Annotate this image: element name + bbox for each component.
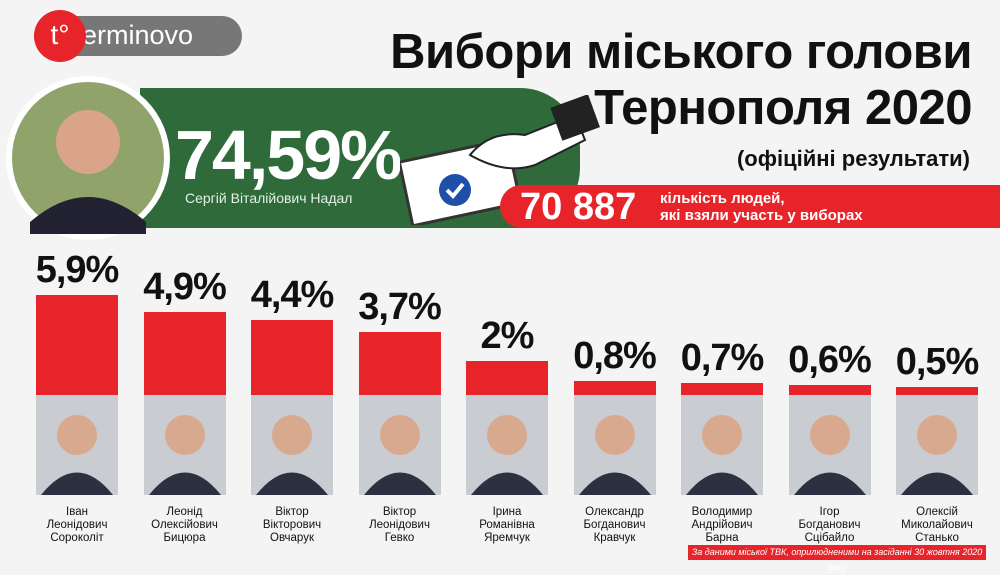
value-label: 0,6%: [788, 338, 872, 381]
ballot-icon: [400, 95, 600, 225]
bar: [36, 294, 118, 395]
bar: [681, 383, 763, 395]
silhouette: [363, 415, 436, 495]
candidate-photo: [143, 395, 226, 495]
candidate-name: Ірина Романівна Яремчук: [479, 506, 535, 544]
turnout-band: [500, 185, 1000, 228]
silhouette: [256, 415, 328, 495]
title: Вибори міського голови Тернополя 2020: [390, 25, 972, 135]
candidate-name: Ігор Богданович Сцібайло: [798, 506, 861, 544]
winner-photo: [6, 76, 170, 240]
winner-name: Сергій Віталійович Надал: [185, 190, 353, 206]
candidate-photo: [466, 395, 548, 495]
candidate-photo: [36, 395, 118, 495]
value-label: 3,7%: [358, 286, 442, 329]
source: За даними міської ТВК, оприлюдненими на …: [688, 545, 986, 572]
subtitle: (офіційні результати): [736, 146, 970, 171]
candidate-photo: [251, 395, 333, 495]
candidate-photo: [896, 395, 978, 495]
turnout-text: кількість людей, які взяли участь у вибо…: [660, 190, 863, 224]
logo-text: erminovo: [82, 20, 194, 50]
silhouette: [793, 415, 866, 495]
candidate-name: Віктор Леонідович Гевко: [369, 506, 430, 544]
bar: [251, 320, 333, 395]
silhouette: [148, 415, 221, 495]
candidate-name: Іван Леонідович Сороколіт: [46, 506, 108, 544]
value-label: 0,5%: [895, 340, 980, 383]
value-label: 0,7%: [680, 337, 765, 380]
page: {"logo":{"mark":"t°","text":"erminovo"},…: [6, 10, 1000, 572]
bar: [358, 332, 441, 395]
candidate-name: Олексій Миколайович Станько: [901, 506, 973, 544]
logo-mark: t°: [34, 10, 86, 62]
bar: [466, 361, 548, 395]
candidate-photo: [358, 395, 441, 495]
bar: [788, 384, 871, 395]
bar: [143, 311, 226, 395]
value-label: 0,8%: [573, 335, 657, 378]
candidate-name: Володимир Андрійович Барна: [691, 506, 753, 544]
silhouette: [578, 415, 651, 495]
silhouette: [686, 415, 758, 495]
value-label: 2%: [480, 315, 535, 357]
value-label: 5,9%: [35, 248, 120, 291]
candidate-name: Леонід Олексійович Бицюра: [151, 506, 218, 544]
candidate-name: Олександр Богданович Кравчук: [583, 506, 646, 544]
winner-percent: 74,59%: [175, 116, 402, 194]
candidate-photo: [573, 395, 656, 495]
silhouette: [901, 415, 973, 495]
candidate-photo: [788, 395, 871, 495]
value-label: 4,9%: [143, 265, 227, 308]
bar: [573, 381, 656, 395]
silhouette: [471, 415, 543, 495]
candidate-photo: [681, 395, 763, 495]
bar: [896, 386, 978, 395]
turnout-count: 70 887: [520, 186, 637, 228]
candidate-name: Віктор Вікторович Овчарук: [262, 506, 322, 544]
value-label: 4,4%: [250, 274, 335, 317]
silhouette: [41, 415, 113, 495]
